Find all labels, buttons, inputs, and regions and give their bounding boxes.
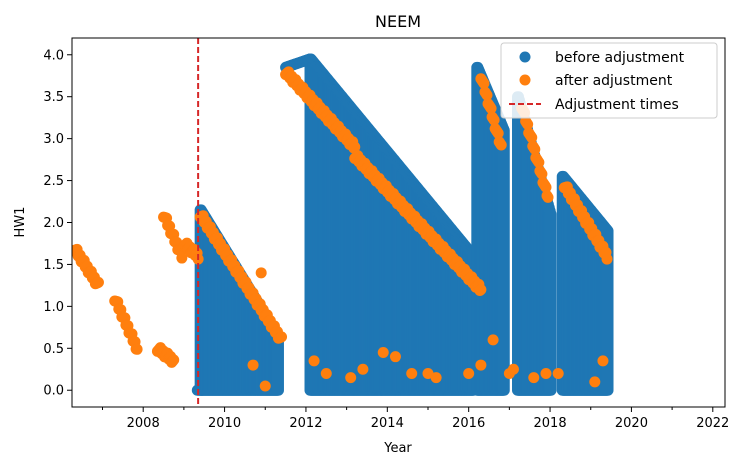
x-tick-label: 2022 xyxy=(696,416,729,431)
after-point xyxy=(528,372,540,384)
after-point xyxy=(495,139,507,151)
after-point xyxy=(276,331,288,343)
after-point xyxy=(406,367,418,379)
legend: before adjustment after adjustment Adjus… xyxy=(500,42,718,119)
after-point xyxy=(389,351,401,363)
x-tick-label: 2020 xyxy=(615,416,648,431)
x-tick-label: 2010 xyxy=(208,416,241,431)
before-point-column xyxy=(601,225,614,396)
after-point xyxy=(92,276,104,288)
after-point xyxy=(475,359,487,371)
after-point xyxy=(176,252,188,264)
after-point xyxy=(589,376,601,388)
after-point xyxy=(320,367,332,379)
after-point xyxy=(529,143,541,155)
after-point xyxy=(487,334,499,346)
x-tick-label: 2012 xyxy=(289,416,322,431)
after-point xyxy=(540,181,552,193)
after-point xyxy=(357,363,369,375)
x-axis-label: Year xyxy=(383,441,412,456)
y-axis-label: HW1 xyxy=(13,207,28,238)
y-tick-label: 3.5 xyxy=(43,90,64,105)
before-point-column xyxy=(271,330,284,396)
after-point xyxy=(430,372,442,384)
before-point-column xyxy=(544,208,557,396)
y-tick-label: 0.5 xyxy=(43,342,64,357)
y-tick-label: 0.0 xyxy=(43,384,64,399)
after-point xyxy=(131,343,143,355)
before-adjustment-points xyxy=(191,53,614,396)
after-point xyxy=(492,127,504,139)
after-point xyxy=(488,114,500,126)
after-point xyxy=(522,118,534,130)
x-tick-label: 2008 xyxy=(127,416,160,431)
after-point xyxy=(349,141,361,153)
after-point xyxy=(463,367,475,379)
legend-vline-label: Adjustment times xyxy=(555,97,679,113)
after-point xyxy=(255,267,267,279)
after-point xyxy=(536,168,548,180)
y-tick-label: 4.0 xyxy=(43,48,64,63)
before-point-column xyxy=(497,124,510,396)
legend-before-label: before adjustment xyxy=(555,50,685,66)
x-tick-label: 2016 xyxy=(452,416,485,431)
y-axis: 0.0 0.5 1.0 1.5 2.0 2.5 3.0 3.5 4.0 xyxy=(43,48,72,399)
after-point xyxy=(345,372,357,384)
after-point xyxy=(422,367,434,379)
after-point xyxy=(526,132,538,144)
after-point xyxy=(259,380,271,392)
y-tick-label: 3.0 xyxy=(43,132,64,147)
legend-after-marker xyxy=(519,74,531,86)
legend-after-label: after adjustment xyxy=(555,73,673,89)
after-point xyxy=(481,89,493,101)
after-point xyxy=(601,253,613,265)
legend-box xyxy=(500,42,718,119)
after-point xyxy=(597,355,609,367)
after-point xyxy=(533,156,545,168)
x-tick-label: 2018 xyxy=(534,416,567,431)
y-tick-label: 2.0 xyxy=(43,216,64,231)
y-tick-label: 1.5 xyxy=(43,258,64,273)
x-axis: 2008 2010 2012 2014 2016 2018 2020 2022 xyxy=(102,407,729,431)
x-tick-label: 2014 xyxy=(371,416,404,431)
after-point xyxy=(168,354,180,366)
after-point xyxy=(540,367,552,379)
after-point xyxy=(507,363,519,375)
chart-title: NEEM xyxy=(375,12,421,31)
y-tick-label: 2.5 xyxy=(43,174,64,189)
after-point xyxy=(552,367,564,379)
after-point xyxy=(377,346,389,358)
after-point xyxy=(542,191,554,203)
after-point xyxy=(475,284,487,296)
after-point xyxy=(308,355,320,367)
after-point xyxy=(485,102,497,114)
after-point xyxy=(247,359,259,371)
after-point xyxy=(478,77,490,89)
y-tick-label: 1.0 xyxy=(43,300,64,315)
legend-before-marker xyxy=(519,51,531,63)
